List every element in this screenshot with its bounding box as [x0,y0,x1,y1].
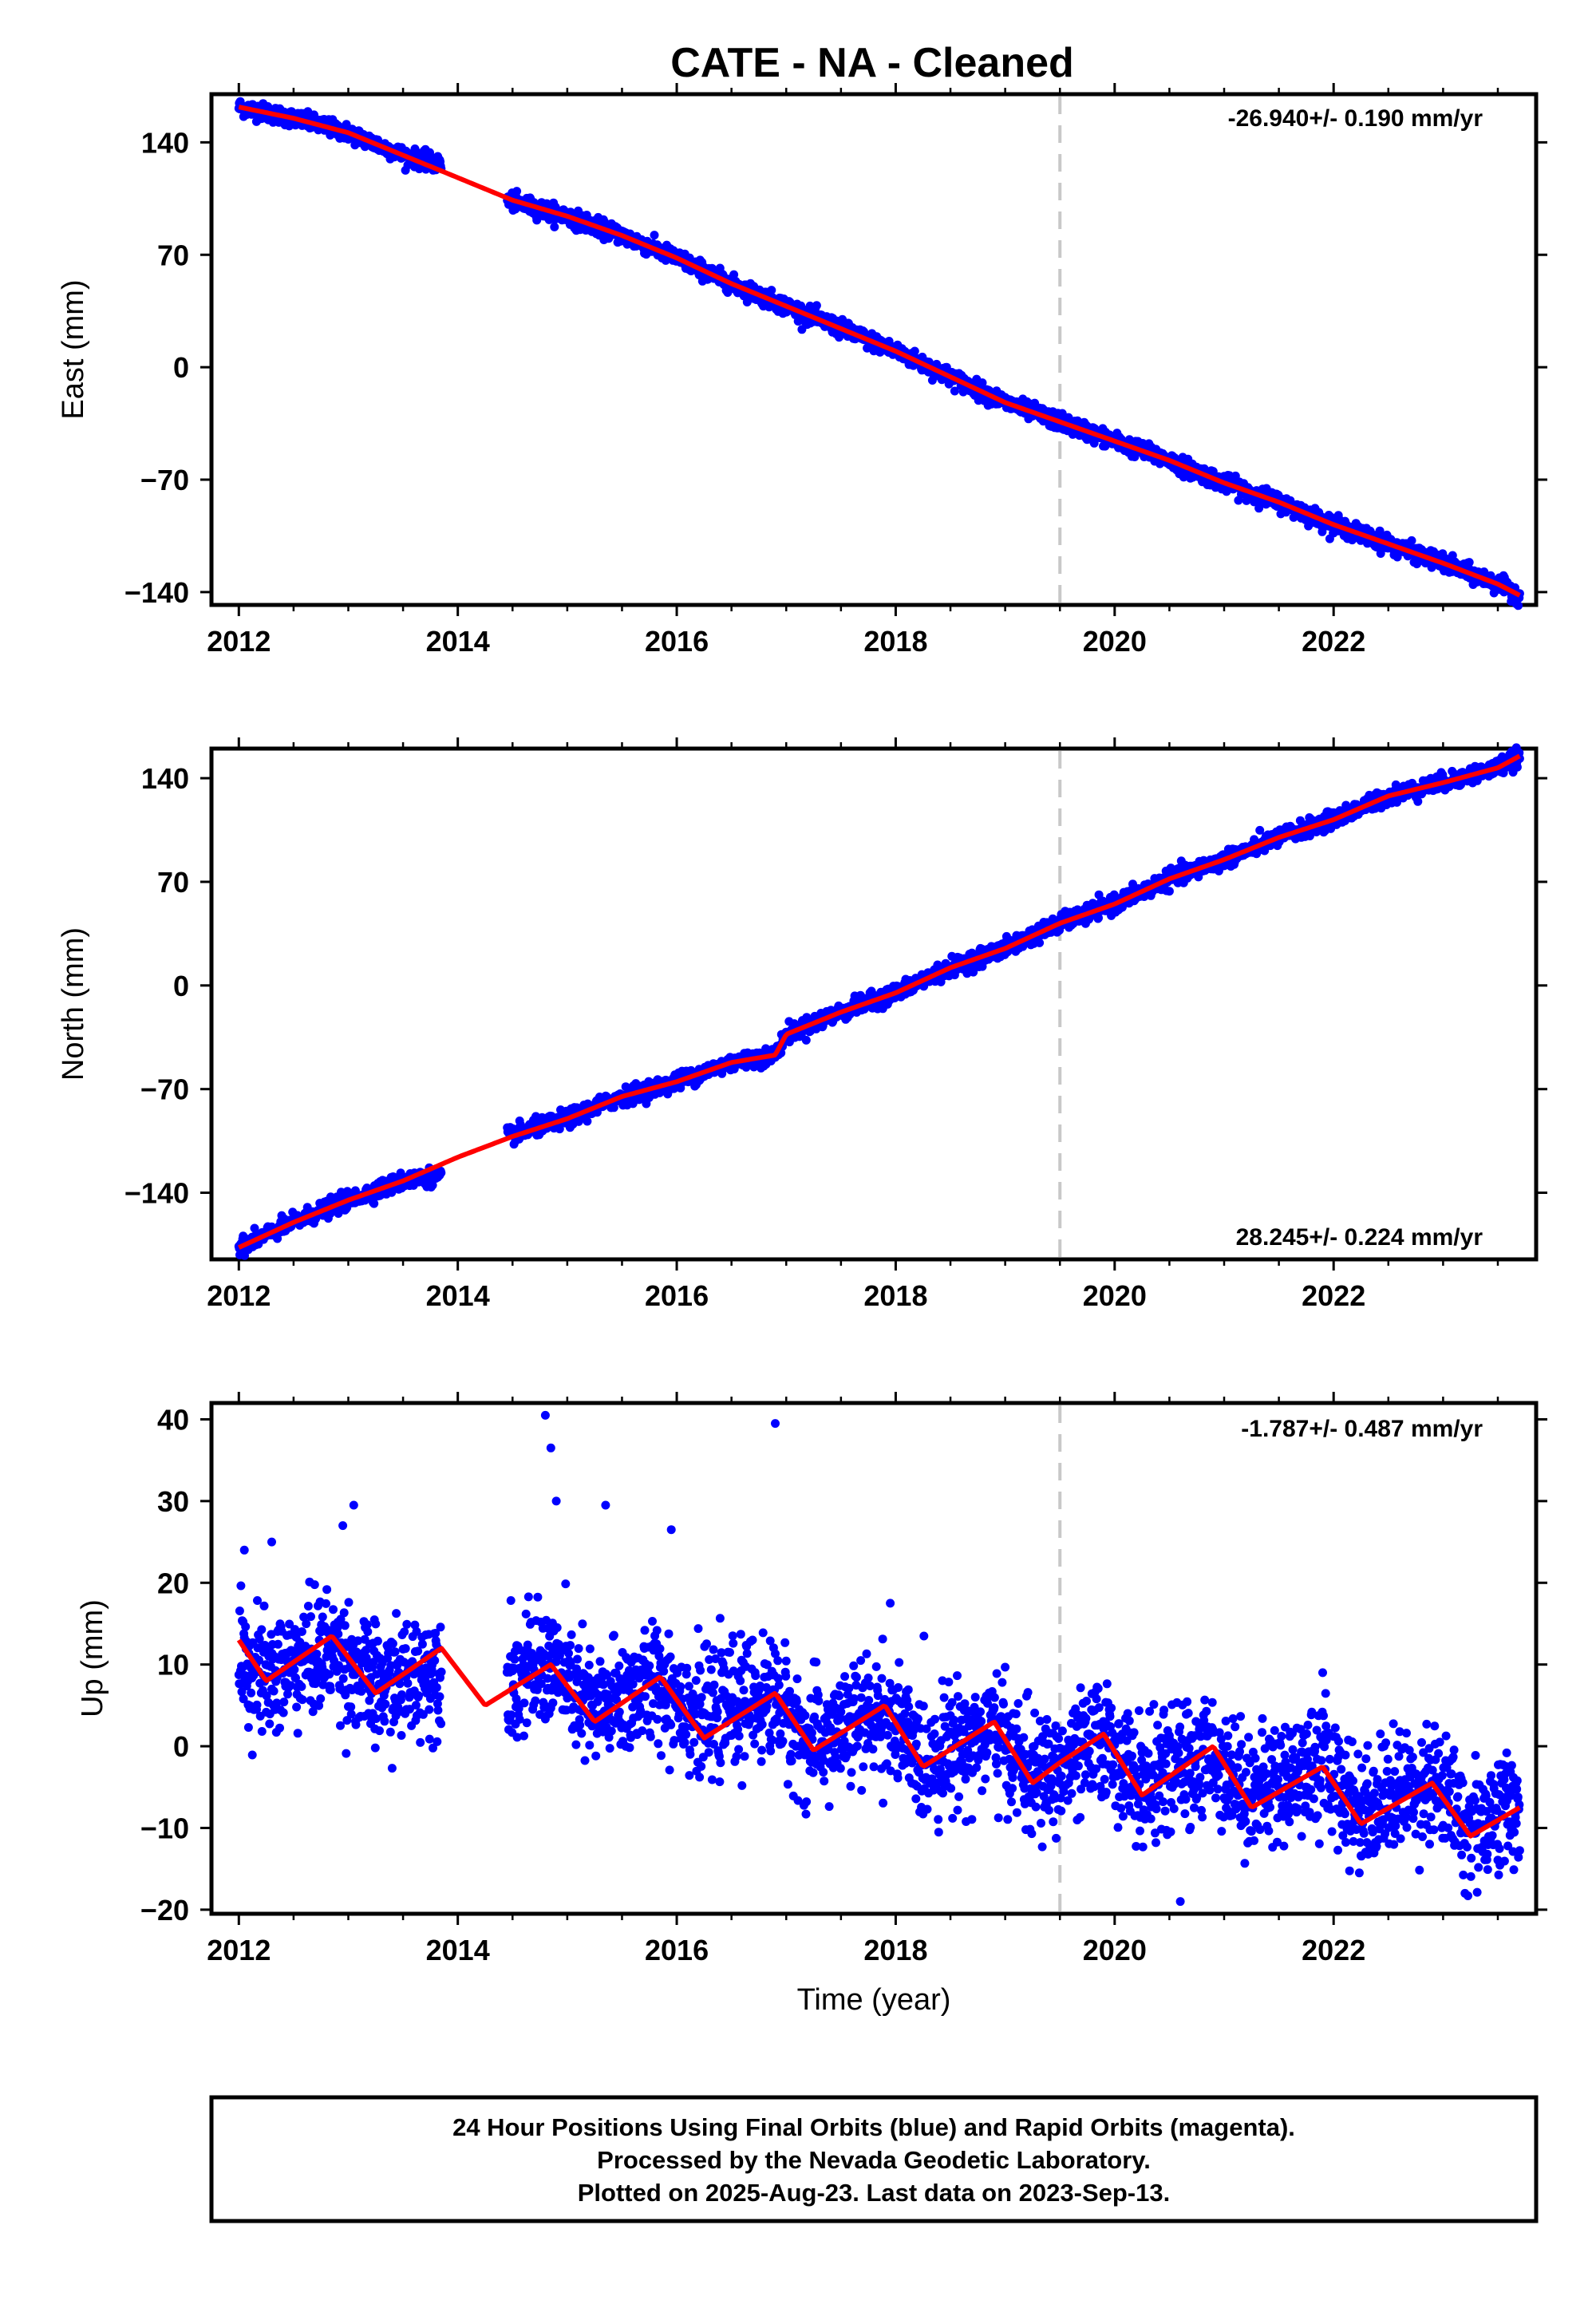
y-tick-label: −70 [140,464,189,496]
data-point [1413,796,1423,806]
data-point [1407,536,1416,545]
axis-ticks-layer: 2012 2014 2016 2018 2020 2022 −140 −70 0 70 140 [124,83,1547,658]
data-points-layer [234,97,1524,611]
data-point [801,1035,811,1045]
y-tick-label: −140 [124,576,189,609]
figure-title: CATE - NA - Cleaned [670,40,1074,86]
data-point [532,215,542,225]
data-point [1035,938,1045,947]
data-point [437,1168,446,1177]
panel-east: 2012 2014 2016 2018 2020 2022 −140 −70 0 70 140 Ea… [57,83,1547,658]
y-tick-label: 140 [141,126,189,159]
x-tick-label: 2012 [207,625,271,658]
data-point [583,1117,592,1126]
x-tick-label: 2018 [863,625,927,658]
y-tick-label: 0 [173,351,189,384]
y-tick-label: 70 [157,239,189,271]
data-point [1514,601,1523,611]
data-point [550,222,559,231]
data-point [1464,558,1474,567]
data-point [650,231,659,240]
x-tick-label: 2014 [426,625,490,658]
x-tick-label: 2016 [645,625,709,658]
data-point [812,301,821,310]
x-tick-label: 2020 [1083,625,1147,658]
velocity-annotation: -26.940+/- 0.190 mm/yr [1228,105,1483,132]
plot-frame [209,92,1539,607]
y-axis-label: East (mm) [57,279,90,419]
data-point [512,187,522,196]
data-point [1164,887,1174,896]
x-tick-label: 2022 [1302,625,1365,658]
